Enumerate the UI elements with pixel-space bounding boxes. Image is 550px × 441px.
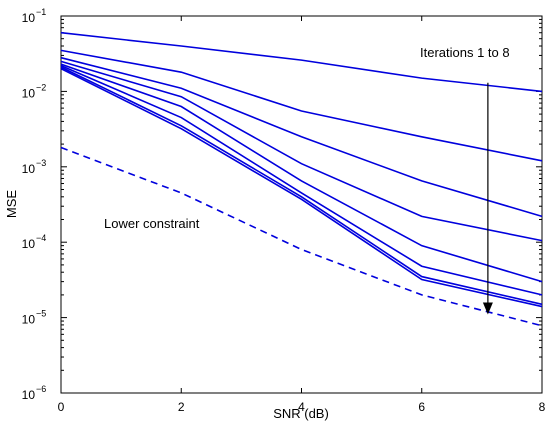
series-line-iteration-5 [60,63,543,283]
plot-area [60,15,543,394]
x-tick-label: 6 [418,400,425,414]
series-line-iteration-7 [60,66,543,306]
y-tick-exponent: −4 [36,233,46,243]
y-tick-exponent: −3 [36,158,46,168]
y-tick-exponent: −5 [36,309,46,319]
series-line-iteration-2 [60,49,543,162]
series-line-iteration-1 [60,31,543,93]
series-line-lower-constraint [60,146,543,327]
x-tick-label: 4 [298,400,305,414]
y-axis-title: MSE [4,190,19,219]
iterations-arrow [482,82,493,315]
annotation-iterations: Iterations 1 to 8 [420,45,510,60]
series-line-iteration-6 [60,64,543,296]
y-tick-label: 10 [22,11,36,25]
y-tick-label: 10 [22,313,36,327]
x-tick-label: 0 [58,400,65,414]
y-tick-exponent: −1 [36,7,46,17]
arrow-head [482,302,493,315]
y-tick-label: 10 [22,162,36,176]
x-axis-title: SNR (dB) [273,406,329,421]
y-axis-ticks: 10−110−210−310−410−510−6 [22,7,542,402]
series-line-iteration-3 [60,56,543,218]
series-line-iteration-4 [60,60,543,242]
x-axis-ticks: 0 2 4 6 8 [58,16,546,414]
y-tick-exponent: −6 [36,384,46,394]
y-tick-label: 10 [22,388,36,402]
y-tick-label: 10 [22,86,36,100]
y-tick-label: 10 [22,237,36,251]
series-layer [60,31,543,327]
y-tick-exponent: −2 [36,82,46,92]
x-tick-label: 2 [178,400,185,414]
annotation-lower-constraint: Lower constraint [104,216,200,231]
series-line-iteration-8 [60,67,543,308]
x-tick-label: 8 [539,400,546,414]
